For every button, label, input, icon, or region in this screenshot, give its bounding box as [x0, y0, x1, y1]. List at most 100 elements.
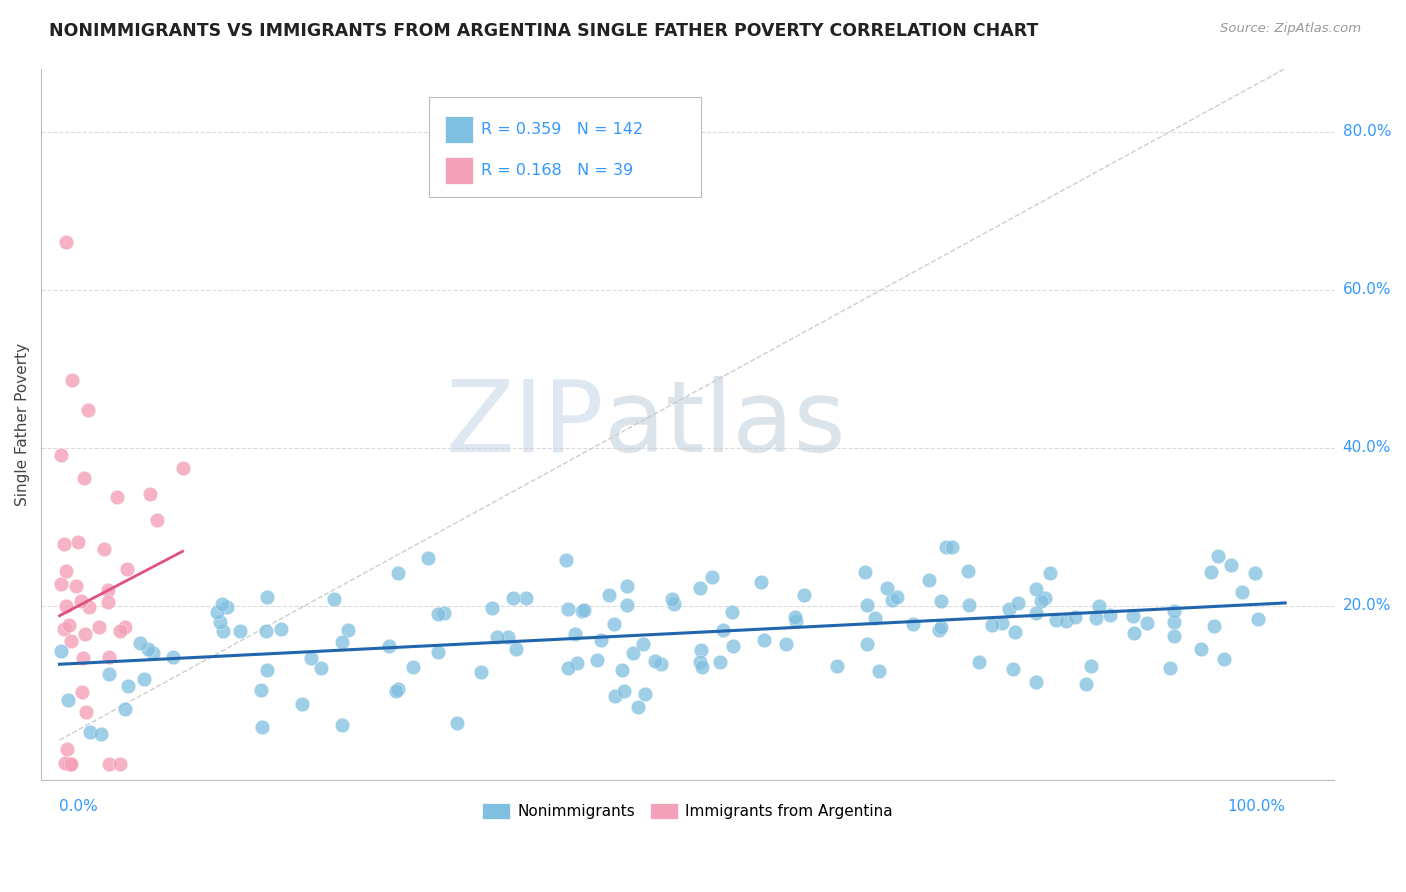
Point	[1123, 625, 1146, 640]
Point	[572, 603, 595, 617]
Text: atlas: atlas	[603, 376, 845, 473]
Point	[1029, 594, 1052, 608]
Point	[564, 627, 586, 641]
Point	[229, 624, 252, 638]
Point	[252, 720, 274, 734]
Point	[1045, 614, 1067, 628]
Point	[598, 588, 620, 602]
Point	[571, 604, 593, 618]
Point	[384, 683, 406, 698]
Point	[1163, 604, 1185, 618]
Point	[136, 642, 159, 657]
Point	[98, 756, 121, 771]
FancyBboxPatch shape	[444, 116, 472, 144]
Point	[205, 605, 228, 619]
Point	[70, 594, 93, 608]
Point	[661, 591, 683, 606]
Text: 100.0%: 100.0%	[1227, 799, 1285, 814]
Point	[1054, 614, 1077, 628]
Point	[114, 702, 136, 716]
Point	[853, 566, 876, 580]
Point	[690, 643, 713, 657]
Point	[1002, 662, 1025, 676]
Point	[70, 685, 93, 699]
Point	[602, 617, 624, 632]
Point	[401, 660, 423, 674]
Text: Source: ZipAtlas.com: Source: ZipAtlas.com	[1220, 22, 1361, 36]
Point	[486, 630, 509, 644]
Point	[55, 235, 77, 250]
Point	[603, 689, 626, 703]
Point	[309, 660, 332, 674]
Point	[470, 665, 492, 679]
Point	[58, 693, 80, 707]
Point	[990, 615, 1012, 630]
Text: R = 0.359   N = 142: R = 0.359 N = 142	[481, 122, 643, 137]
Point	[557, 661, 579, 675]
Point	[416, 550, 439, 565]
Point	[87, 620, 110, 634]
Point	[1007, 596, 1029, 610]
Point	[1202, 619, 1225, 633]
Point	[250, 682, 273, 697]
Point	[554, 553, 576, 567]
Point	[567, 656, 589, 670]
Point	[1076, 677, 1098, 691]
Point	[711, 623, 734, 637]
Point	[502, 591, 524, 605]
Point	[77, 403, 100, 417]
Point	[709, 656, 731, 670]
Point	[957, 599, 980, 613]
Point	[256, 590, 278, 604]
Point	[1206, 549, 1229, 563]
Point	[97, 595, 120, 609]
Point	[446, 716, 468, 731]
Point	[941, 540, 963, 554]
Point	[49, 577, 72, 591]
Point	[935, 540, 957, 554]
Point	[690, 660, 713, 674]
FancyBboxPatch shape	[429, 97, 700, 196]
Point	[901, 617, 924, 632]
Point	[108, 624, 131, 638]
Point	[793, 588, 815, 602]
Point	[52, 537, 75, 551]
Point	[723, 640, 745, 654]
Text: NONIMMIGRANTS VS IMMIGRANTS FROM ARGENTINA SINGLE FATHER POVERTY CORRELATION CHA: NONIMMIGRANTS VS IMMIGRANTS FROM ARGENTI…	[49, 22, 1039, 40]
Text: 40.0%: 40.0%	[1343, 441, 1391, 455]
Point	[1084, 611, 1107, 625]
Point	[856, 638, 879, 652]
Point	[55, 564, 77, 578]
Point	[702, 569, 724, 583]
Point	[77, 600, 100, 615]
Text: 20.0%: 20.0%	[1343, 599, 1391, 614]
Point	[1247, 612, 1270, 626]
Point	[1189, 642, 1212, 657]
Point	[426, 644, 449, 658]
Point	[1063, 609, 1085, 624]
Point	[291, 698, 314, 712]
Point	[53, 756, 76, 770]
Point	[55, 742, 77, 756]
Point	[336, 623, 359, 637]
Text: 60.0%: 60.0%	[1343, 282, 1391, 297]
Point	[330, 717, 353, 731]
Point	[557, 602, 579, 616]
Point	[60, 756, 83, 771]
Point	[616, 598, 638, 612]
Point	[876, 582, 898, 596]
Point	[142, 647, 165, 661]
Point	[98, 650, 121, 665]
Point	[1033, 591, 1056, 606]
Text: R = 0.168   N = 39: R = 0.168 N = 39	[481, 162, 633, 178]
Point	[55, 599, 77, 613]
Point	[1098, 608, 1121, 623]
Point	[49, 448, 72, 462]
Point	[1213, 652, 1236, 666]
Point	[644, 655, 666, 669]
Point	[60, 374, 83, 388]
Point	[1080, 659, 1102, 673]
Point	[1163, 629, 1185, 643]
Point	[956, 565, 979, 579]
Point	[980, 617, 1002, 632]
